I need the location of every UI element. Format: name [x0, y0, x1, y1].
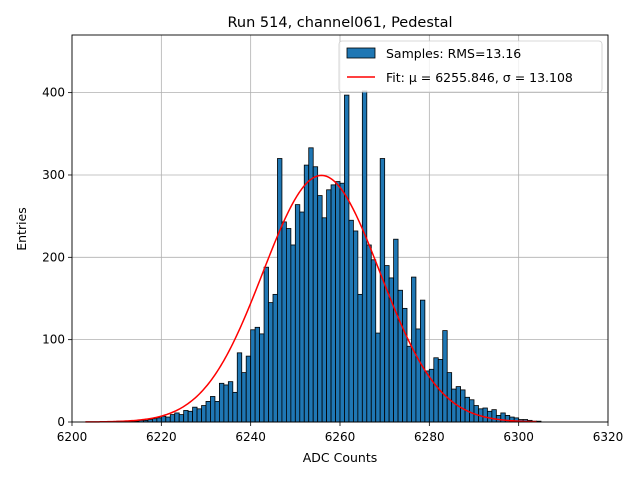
legend-label-fit: Fit: μ = 6255.846, σ = 13.108	[386, 70, 573, 85]
histogram-bar	[241, 372, 247, 423]
histogram-bar	[245, 355, 252, 423]
histogram-bar	[469, 399, 475, 423]
histogram-bar	[326, 189, 332, 423]
histogram-bar	[415, 328, 421, 423]
histogram-bar	[330, 184, 336, 423]
histogram-bar	[312, 166, 319, 423]
histogram-bar	[214, 401, 220, 423]
y-tick-label: 100	[42, 333, 65, 347]
chart-title: Run 514, channel061, Pedestal	[227, 15, 452, 31]
histogram-bar	[285, 228, 292, 423]
histogram-bar	[156, 417, 162, 423]
histogram-bar	[263, 266, 269, 423]
x-tick-label: 6240	[235, 430, 266, 444]
histogram-bar	[486, 410, 493, 423]
histogram-bar	[379, 158, 386, 423]
histogram-bar	[272, 293, 278, 423]
histogram-bar	[160, 415, 167, 423]
histogram-bar	[397, 289, 403, 423]
histogram-bar	[277, 158, 283, 423]
histogram-bar	[451, 388, 457, 423]
histogram-bar	[375, 332, 381, 423]
x-tick-label: 6320	[593, 430, 624, 444]
y-tick-label: 0	[57, 415, 65, 429]
x-axis-label: ADC Counts	[303, 450, 378, 465]
histogram-bar	[339, 182, 345, 423]
x-tick-label: 6220	[146, 430, 177, 444]
histogram-bar	[335, 181, 341, 423]
histogram-bar	[227, 381, 234, 423]
histogram-bar	[370, 259, 377, 423]
histogram-bar	[254, 326, 260, 423]
histogram-bar	[183, 410, 189, 423]
histogram-bar	[165, 416, 171, 423]
histogram-bar	[201, 405, 207, 423]
histogram-bar	[361, 90, 368, 423]
fit-curve	[85, 174, 537, 423]
histogram-bar	[308, 147, 314, 423]
x-tick-label: 6280	[414, 430, 445, 444]
histogram-bar	[290, 244, 296, 423]
x-tick-label: 6300	[503, 430, 534, 444]
y-tick-label: 400	[42, 86, 65, 100]
histogram-bar	[357, 293, 363, 423]
histogram-bar	[352, 230, 359, 423]
histogram-bar	[348, 219, 354, 423]
histogram-bar	[460, 389, 466, 423]
x-tick-label: 6200	[57, 430, 88, 444]
histogram-bar	[406, 345, 412, 423]
histogram-bar	[268, 302, 274, 423]
histogram-bar	[196, 408, 202, 423]
histogram-bar	[174, 412, 180, 423]
histogram-bar	[232, 391, 238, 423]
y-tick-label: 200	[42, 250, 65, 264]
y-axis-ticks: 0 100 200 300 400	[42, 86, 72, 429]
histogram-bar	[402, 307, 408, 423]
legend: Samples: RMS=13.16 Fit: μ = 6255.846, σ …	[338, 40, 603, 93]
histogram-bar	[205, 401, 211, 423]
histogram-bar	[424, 370, 430, 423]
histogram-bar	[317, 195, 323, 423]
histogram-bar	[259, 333, 265, 423]
histogram-bar	[344, 94, 350, 423]
histogram-bar	[294, 204, 301, 423]
histogram-bar	[169, 414, 176, 423]
histogram-bar	[236, 352, 243, 423]
x-axis-ticks: 6200 6220 6240 6260 6280 6300 6320	[57, 422, 624, 444]
y-tick-label: 300	[42, 168, 65, 182]
histogram-bar	[250, 329, 256, 423]
histogram-bar	[442, 330, 448, 423]
histogram-bar	[178, 414, 185, 423]
x-tick-label: 6260	[325, 430, 356, 444]
legend-swatch-samples	[346, 47, 376, 59]
histogram-bar	[299, 211, 305, 423]
histogram-bar	[218, 382, 225, 423]
legend-label-samples: Samples: RMS=13.16	[386, 46, 521, 61]
histogram-bar	[419, 299, 426, 423]
histogram-bar	[321, 217, 327, 423]
histogram-bar	[303, 164, 310, 423]
histogram-bar	[151, 418, 158, 423]
histogram-bar	[393, 238, 399, 423]
histogram-bar	[192, 406, 198, 423]
histogram-bar	[187, 410, 193, 423]
histogram-bar	[281, 221, 287, 423]
histogram-bar	[433, 357, 439, 423]
histogram-bar	[482, 407, 488, 423]
histogram-bar	[366, 244, 372, 423]
histogram-bar	[223, 384, 229, 423]
histogram-bar	[210, 396, 216, 423]
histogram-bar	[491, 409, 497, 423]
legend-box	[338, 40, 603, 93]
y-axis-label: Entries	[14, 207, 29, 251]
